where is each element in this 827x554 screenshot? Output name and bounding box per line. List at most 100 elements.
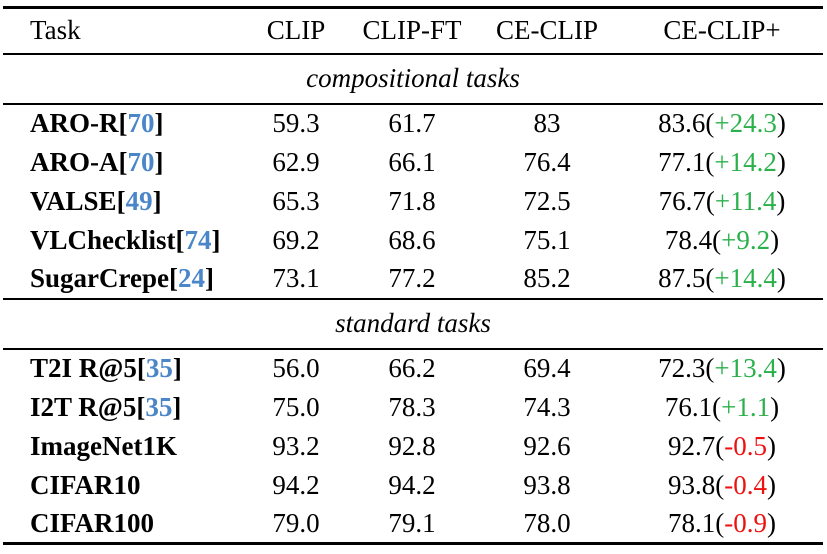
delta-value: +13.4 — [714, 353, 777, 383]
ce-clip-plus-cell: 78.1(-0.9) — [621, 505, 823, 544]
ce-clip-plus-value: 77.1 — [658, 146, 706, 177]
clip-ft-value: 77.2 — [351, 259, 473, 300]
ce-clip-plus-cell: 83.6(+24.3) — [621, 104, 823, 143]
col-header-task: Task — [3, 7, 241, 55]
delta-close-paren: ) — [776, 108, 786, 138]
clip-value: 73.1 — [241, 259, 351, 300]
task-name: I2T R@5 — [30, 391, 137, 422]
task-name: VLChecklist — [30, 224, 176, 255]
citation-ref[interactable]: 35 — [145, 353, 173, 383]
ce-clip-plus-value: 87.5 — [658, 263, 706, 293]
task-cell: ImageNet1K — [3, 427, 241, 466]
ce-clip-plus-value: 78.4 — [664, 224, 713, 255]
citation-open-bracket: [ — [116, 185, 126, 216]
clip-ft-value: 94.2 — [388, 469, 436, 500]
ce-clip-plus-value: 83.6 — [658, 108, 706, 138]
citation-open-bracket: [ — [175, 224, 185, 255]
citation-close-bracket: ] — [172, 353, 182, 383]
task-cell: T2I R@5[35] — [3, 349, 241, 388]
table-row: T2I R@5[35] 56.0 66.2 69.4 72.3(+13.4) — [3, 349, 823, 388]
table-row: ImageNet1K 93.2 92.8 92.6 92.7(-0.5) — [3, 427, 823, 466]
delta-close-paren: ) — [770, 224, 780, 255]
table-row: CIFAR10 94.2 94.2 93.8 93.8(-0.4) — [3, 466, 823, 505]
citation-open-bracket: [ — [136, 353, 146, 383]
clip-value: 79.0 — [272, 507, 320, 538]
ce-clip-value: 93.8 — [523, 469, 571, 500]
delta-value: +1.1 — [721, 391, 771, 422]
col-header-clip-ft: CLIP-FT — [351, 7, 473, 55]
delta-close-paren: ) — [767, 507, 776, 538]
task-cell: SugarCrepe[24] — [3, 259, 241, 300]
results-table: Task CLIP CLIP-FT CE-CLIP CE-CLIP+ compo… — [3, 6, 823, 545]
table-row: VLChecklist[74] 69.2 68.6 75.1 78.4(+9.2) — [3, 221, 823, 260]
citation-close-bracket: ] — [152, 185, 162, 216]
ce-clip-plus-cell: 77.1(+14.2) — [621, 143, 823, 182]
clip-value: 75.0 — [272, 391, 320, 422]
clip-ft-value: 71.8 — [388, 185, 436, 216]
ce-clip-value: 92.6 — [523, 430, 571, 461]
ce-clip-plus-cell: 76.1(+1.1) — [621, 388, 823, 427]
delta-open-paren: ( — [715, 430, 725, 461]
ce-clip-plus-cell: 76.7(+11.4) — [621, 182, 823, 221]
ce-clip-plus-value: 76.1 — [664, 391, 713, 422]
delta-value: +24.3 — [714, 108, 777, 138]
citation-ref[interactable]: 24 — [178, 263, 205, 293]
ce-clip-plus-cell: 93.8(-0.4) — [621, 466, 823, 505]
task-name: SugarCrepe — [30, 263, 169, 293]
task-cell: I2T R@5[35] — [3, 388, 241, 427]
clip-value: 69.2 — [272, 224, 320, 255]
clip-value: 94.2 — [272, 469, 320, 500]
section-title: compositional tasks — [3, 53, 823, 105]
delta-open-paren: ( — [715, 507, 725, 538]
citation-close-bracket: ] — [154, 146, 164, 177]
citation-close-bracket: ] — [211, 224, 221, 255]
table-body: compositional tasks ARO-R[70] 59.3 61.7 83 83… — [3, 53, 823, 544]
ce-clip-value: 83 — [533, 108, 561, 138]
section-title-row: standard tasks — [3, 298, 823, 350]
clip-ft-value: 92.8 — [388, 430, 436, 461]
ce-clip-value: 74.3 — [523, 391, 571, 422]
section-title: standard tasks — [3, 298, 823, 350]
citation-ref[interactable]: 35 — [145, 391, 173, 422]
ce-clip-plus-value: 93.8 — [668, 469, 716, 500]
task-cell: VLChecklist[74] — [3, 221, 241, 260]
citation-ref[interactable]: 74 — [184, 224, 212, 255]
col-header-ce-clip-plus: CE-CLIP+ — [621, 7, 823, 55]
delta-value: -0.9 — [724, 507, 767, 538]
ce-clip-plus-cell: 87.5(+14.4) — [621, 259, 823, 300]
ce-clip-plus-value: 72.3 — [658, 353, 706, 383]
ce-clip-value: 78.0 — [523, 507, 571, 538]
clip-value: 65.3 — [272, 185, 320, 216]
citation-open-bracket: [ — [169, 263, 178, 293]
citation-ref[interactable]: 49 — [125, 185, 153, 216]
delta-value: +14.4 — [714, 263, 777, 293]
clip-ft-value: 68.6 — [388, 224, 436, 255]
clip-ft-value: 78.3 — [388, 391, 436, 422]
citation-ref[interactable]: 70 — [127, 146, 155, 177]
ce-clip-plus-cell: 92.7(-0.5) — [621, 427, 823, 466]
delta-open-paren: ( — [705, 146, 715, 177]
citation-close-bracket: ] — [205, 263, 214, 293]
task-name: T2I R@5 — [30, 353, 137, 383]
ce-clip-plus-value: 78.1 — [668, 507, 716, 538]
delta-value: +9.2 — [721, 224, 771, 255]
delta-close-paren: ) — [767, 430, 776, 461]
clip-ft-value: 61.7 — [388, 108, 436, 138]
clip-value: 59.3 — [272, 108, 320, 138]
ce-clip-plus-value: 76.7 — [658, 185, 706, 216]
header-row: Task CLIP CLIP-FT CE-CLIP CE-CLIP+ — [3, 7, 823, 55]
clip-ft-value: 79.1 — [388, 507, 436, 538]
ce-clip-plus-cell: 78.4(+9.2) — [621, 221, 823, 260]
clip-ft-value: 66.2 — [388, 353, 436, 383]
delta-value: +14.2 — [714, 146, 777, 177]
delta-value: -0.5 — [724, 430, 767, 461]
ce-clip-value: 75.1 — [523, 224, 571, 255]
delta-open-paren: ( — [712, 224, 722, 255]
citation-ref[interactable]: 70 — [127, 108, 155, 138]
clip-value: 56.0 — [272, 353, 320, 383]
delta-close-paren: ) — [776, 185, 786, 216]
task-cell: ARO-R[70] — [3, 104, 241, 143]
delta-close-paren: ) — [776, 263, 786, 293]
ce-clip-value: 85.2 — [473, 259, 621, 300]
